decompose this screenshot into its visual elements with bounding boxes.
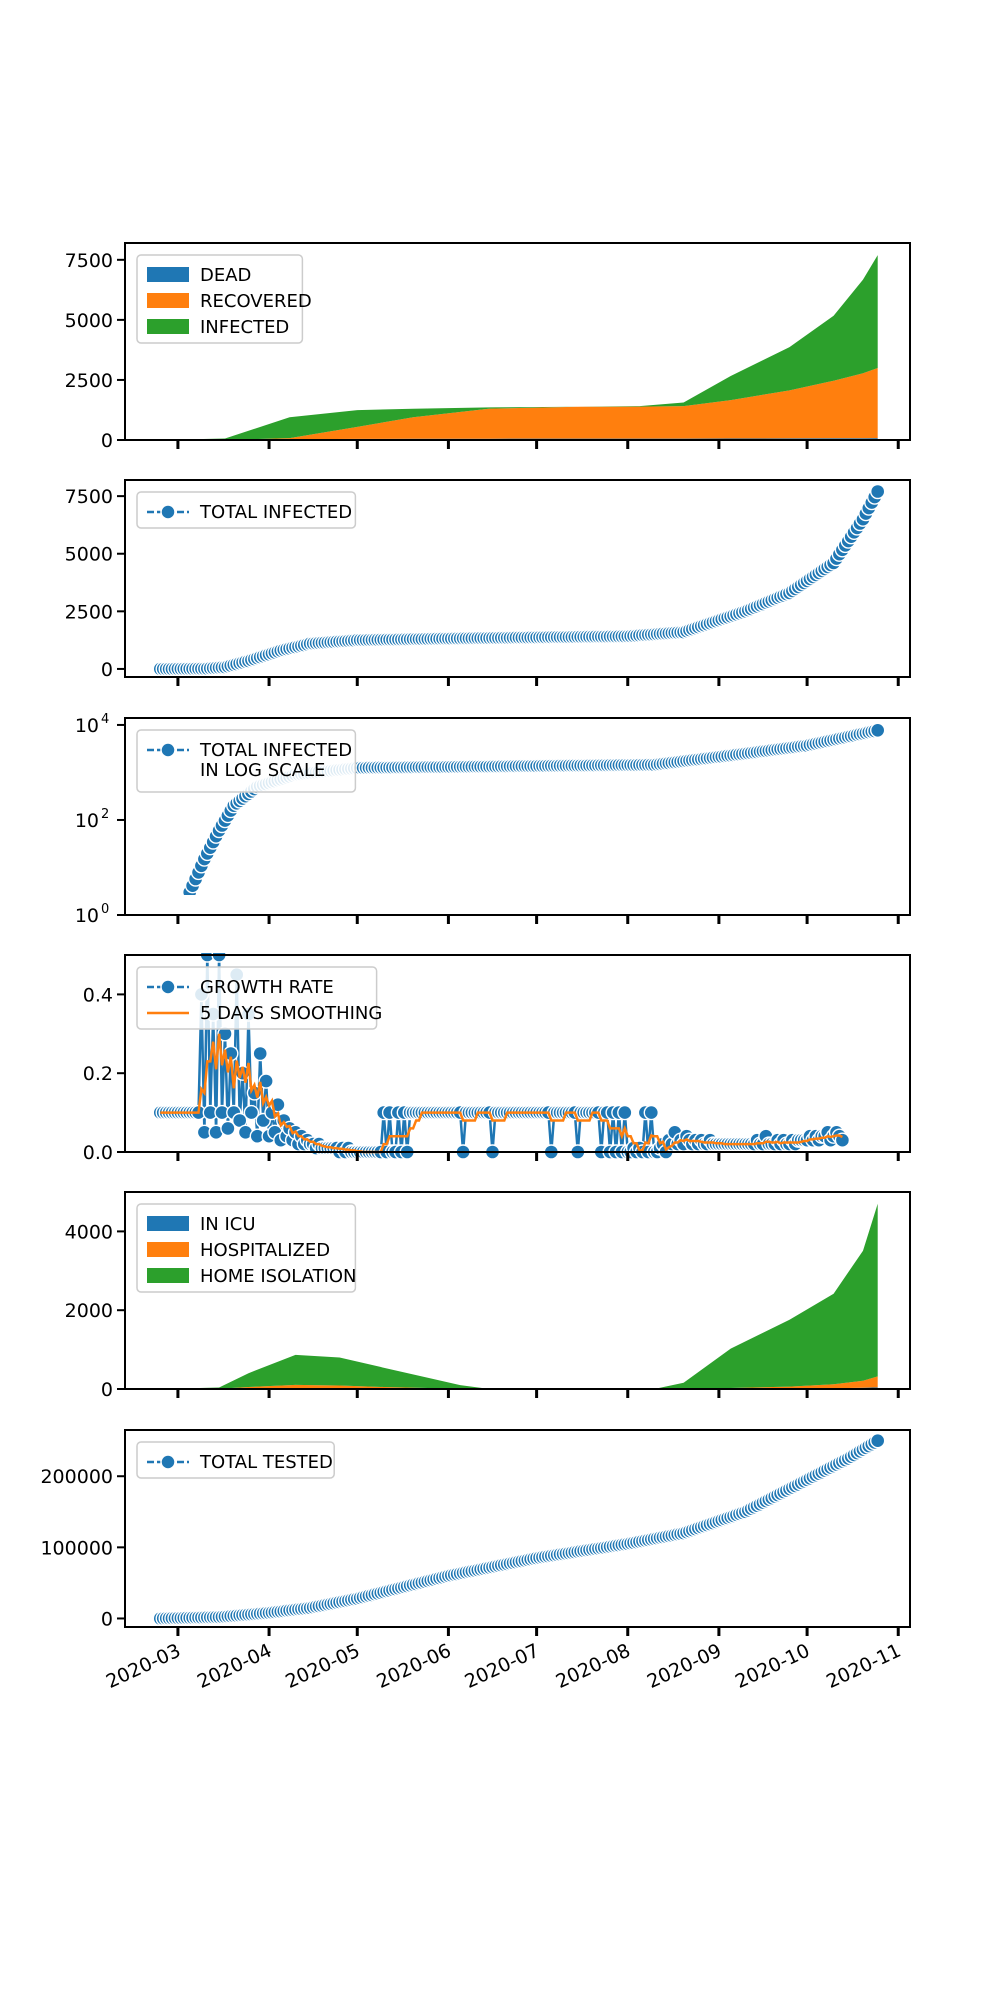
- y-tick-label: 4000: [65, 1221, 113, 1243]
- y-tick-label: 7500: [65, 486, 113, 508]
- legend-handle-marker: [160, 1454, 176, 1470]
- legend-label: RECOVERED: [200, 291, 312, 312]
- legend-box: [136, 491, 357, 529]
- legend-handle-patch: [147, 1268, 189, 1283]
- legend-handle-patch: [147, 1242, 189, 1257]
- axes-layer: [117, 242, 911, 1636]
- y-tick-label: 0: [101, 1608, 113, 1630]
- area-hospitalized: [160, 1376, 878, 1389]
- y-tick-label: 0: [101, 1379, 113, 1401]
- legend-box: [136, 1203, 357, 1293]
- y-tick-label: 5000: [65, 544, 113, 566]
- legend-box: [136, 966, 378, 1030]
- legend-label: TOTAL TESTED: [199, 1452, 333, 1473]
- y-tick-label: 0: [101, 430, 113, 452]
- legend-label: IN ICU: [200, 1214, 256, 1235]
- x-tick-label: 2020-10: [732, 1640, 813, 1693]
- data-point: [252, 1045, 268, 1062]
- text-layer: 0 2500 5000 7500 DEAD RECOVERED INFECTED 0 2500 5…: [40, 250, 904, 1693]
- legend-box: [136, 729, 357, 793]
- y-tick-label: 7500: [65, 250, 113, 272]
- data-point: [617, 1104, 633, 1121]
- y-tick-label: 2500: [65, 370, 113, 392]
- y-tick-label: 0.4: [83, 984, 113, 1006]
- x-tick-label: 2020-09: [644, 1640, 725, 1693]
- data-point: [258, 1073, 274, 1089]
- y-tick-label-exponent: 2: [101, 807, 109, 822]
- x-tick-label: 2020-11: [823, 1640, 904, 1693]
- y-tick-label: 2000: [65, 1300, 113, 1322]
- y-tick-label: 0.2: [83, 1063, 113, 1085]
- area-recovered: [160, 368, 878, 440]
- axes-frame: [124, 1429, 911, 1628]
- x-tick-label: 2020-03: [103, 1640, 184, 1693]
- legend-handle-patch: [147, 293, 189, 308]
- axes-frame: [124, 479, 911, 678]
- y-tick-label-exponent: 4: [101, 712, 109, 727]
- smoothing-line: [160, 1033, 843, 1154]
- y-tick-label: 5000: [65, 310, 113, 332]
- x-tick-label: 2020-05: [282, 1640, 363, 1693]
- y-tick-label: 10: [75, 905, 99, 927]
- y-tick-label: 100000: [40, 1537, 113, 1559]
- y-tick-label-exponent: 0: [101, 902, 109, 917]
- data-point: [870, 1432, 886, 1449]
- y-tick-label: 2500: [65, 601, 113, 623]
- axes-frame: [124, 1191, 911, 1390]
- axes-frame: [124, 242, 911, 441]
- legend-label: TOTAL INFECTED: [199, 740, 352, 761]
- y-tick-label: 0.0: [83, 1142, 113, 1164]
- legend-handle-patch: [147, 319, 189, 334]
- data-point: [643, 1104, 659, 1121]
- x-tick-label: 2020-07: [461, 1640, 542, 1693]
- legend-box: [136, 1441, 335, 1479]
- y-tick-label: 10: [75, 810, 99, 832]
- plot-data-layer: [123, 255, 912, 1627]
- y-tick-label: 0: [101, 659, 113, 681]
- axes-frame: [124, 717, 911, 916]
- y-tick-label: 200000: [40, 1466, 113, 1488]
- legend-label: IN LOG SCALE: [200, 760, 325, 781]
- legend-handle-marker: [160, 742, 176, 758]
- data-point: [870, 483, 886, 500]
- clip-mask: [123, 895, 912, 953]
- legend-handle-marker: [160, 504, 176, 520]
- legend-handle-marker: [160, 979, 176, 995]
- legend-label: GROWTH RATE: [200, 977, 334, 998]
- legend-handle-patch: [147, 1216, 189, 1231]
- legend-label: INFECTED: [200, 317, 289, 338]
- data-point: [870, 722, 886, 738]
- legend-label: DEAD: [200, 265, 251, 286]
- area-home-isolation: [160, 1203, 878, 1389]
- y-tick-label: 10: [75, 715, 99, 737]
- x-tick-label: 2020-04: [194, 1640, 275, 1693]
- legend-label: 5 DAYS SMOOTHING: [200, 1003, 382, 1024]
- x-tick-label: 2020-08: [553, 1640, 634, 1693]
- legend-label: TOTAL INFECTED: [199, 502, 352, 523]
- legend-label: HOME ISOLATION: [200, 1266, 357, 1287]
- data-point: [243, 1104, 260, 1121]
- data-point: [220, 1120, 236, 1137]
- axes-frame: [124, 954, 911, 1153]
- legend-handle-patch: [147, 267, 189, 282]
- x-tick-label: 2020-06: [373, 1640, 454, 1693]
- legend-label: HOSPITALIZED: [200, 1240, 330, 1261]
